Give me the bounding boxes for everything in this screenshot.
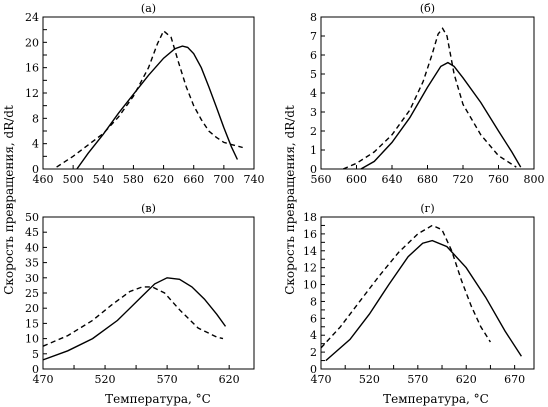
x-tick-label: 660 (183, 173, 204, 186)
y-tick-label: 35 (25, 257, 39, 270)
x-tick-label: 470 (311, 373, 332, 386)
y-tick-label: 4 (310, 87, 317, 100)
y-tick-label: 8 (32, 112, 39, 125)
y-tick-label: 25 (25, 287, 39, 300)
y-tick-label: 20 (25, 36, 39, 49)
y-tick-label: 50 (25, 211, 39, 224)
x-tick-label: 760 (488, 173, 509, 186)
y-tick-label: 10 (25, 333, 39, 346)
x-axis-title-left: Температура, °С (105, 392, 211, 406)
x-tick-label: 680 (417, 173, 438, 186)
y-tick-label: 8 (310, 11, 317, 24)
x-tick-label: 570 (157, 373, 178, 386)
y-tick-label: 30 (25, 272, 39, 285)
y-tick-label: 16 (303, 228, 317, 241)
x-tick-label: 520 (359, 373, 380, 386)
x-tick-label: 640 (382, 173, 403, 186)
y-tick-label: 0 (32, 163, 39, 176)
x-tick-label: 700 (213, 173, 234, 186)
x-tick-label: 460 (33, 173, 54, 186)
y-tick-label: 5 (310, 68, 317, 81)
x-axis-title-right: Температура, °С (383, 392, 489, 406)
plot-frame (320, 216, 535, 370)
y-tick-label: 14 (303, 245, 317, 258)
plot-frame (320, 16, 535, 170)
panel-label: (б) (420, 2, 435, 15)
x-tick-label: 580 (123, 173, 144, 186)
y-axis-title-group: Скорость превращения, dR/dt Скорость пре… (2, 105, 297, 295)
x-tick-label: 540 (93, 173, 114, 186)
y-tick-label: 5 (32, 348, 39, 361)
x-tick-label: 720 (453, 173, 474, 186)
y-tick-label: 4 (310, 329, 317, 342)
y-tick-label: 12 (25, 87, 39, 100)
series-line-dashed (342, 27, 517, 170)
y-tick-label: 45 (25, 226, 39, 239)
x-tick-label: 500 (63, 173, 84, 186)
series-line-dashed (56, 29, 243, 168)
series-line-dashed (320, 224, 491, 349)
x-tick-label: 740 (244, 173, 265, 186)
panel-label: (а) (141, 2, 156, 15)
y-tick-label: 2 (310, 125, 317, 138)
y-tick-label: 6 (310, 49, 317, 62)
y-tick-label: 3 (310, 106, 317, 119)
y-tick-label: 20 (25, 302, 39, 315)
y-tick-label: 0 (310, 163, 317, 176)
y-tick-label: 40 (25, 241, 39, 254)
panel-label: (г) (420, 202, 434, 215)
y-tick-label: 0 (310, 363, 317, 376)
chart-panel-2: (б) 560 600 640 680 720 760 800 0 1 2 3 4 5 6 7 8 (310, 2, 545, 186)
x-tick-label: 600 (346, 173, 367, 186)
y-tick-label: 15 (25, 317, 39, 330)
x-tick-label: 470 (33, 373, 54, 386)
series-line-solid (325, 239, 522, 362)
x-axis-title-group: Температура, °С Температура, °С (105, 392, 489, 406)
x-tick-label: 620 (456, 373, 477, 386)
y-tick-label: 0 (32, 363, 39, 376)
series-line-dashed (42, 286, 224, 347)
x-tick-label: 560 (311, 173, 332, 186)
y-tick-label: 24 (25, 11, 39, 24)
series-line-solid (42, 277, 227, 361)
y-tick-label: 4 (32, 138, 39, 151)
y-tick-label: 18 (303, 211, 317, 224)
x-tick-label: 670 (504, 373, 525, 386)
y-tick-label: 8 (310, 295, 317, 308)
y-tick-label: 6 (310, 312, 317, 325)
y-tick-label: 1 (310, 144, 317, 157)
y-axis-title-right: Скорость превращения, dR/dt (283, 105, 297, 295)
y-tick-label: 12 (303, 262, 317, 275)
x-tick-label: 570 (407, 373, 428, 386)
x-tick-label: 800 (524, 173, 545, 186)
panel-label: (в) (141, 202, 156, 215)
y-tick-label: 2 (310, 346, 317, 359)
y-tick-label: 10 (303, 279, 317, 292)
x-tick-label: 520 (95, 373, 116, 386)
plot-frame (42, 16, 255, 170)
plot-frame (42, 216, 255, 370)
y-tick-label: 7 (310, 30, 317, 43)
series-line-solid (76, 45, 239, 170)
y-axis-title-left: Скорость превращения, dR/dt (2, 105, 16, 295)
chart-panel-4: (г) 470 520 570 620 670 0 2 4 6 8 10 12 14 16 18 (303, 202, 535, 386)
y-tick-label: 16 (25, 62, 39, 75)
chart-panel-1: (а) 460 500 540 580 620 660 700 740 0 4 8 12 16 20 24 (25, 2, 265, 186)
panels: (а)460 500 540 580 620 660 700 74004812162024(б… (25, 2, 545, 386)
chart-panel-3: (в) 470 520 570 620 0 5 10 15 20 25 30 35 40 45 50 (25, 202, 255, 386)
series-line-solid (360, 61, 522, 170)
x-tick-label: 620 (153, 173, 174, 186)
x-tick-label: 620 (219, 373, 240, 386)
